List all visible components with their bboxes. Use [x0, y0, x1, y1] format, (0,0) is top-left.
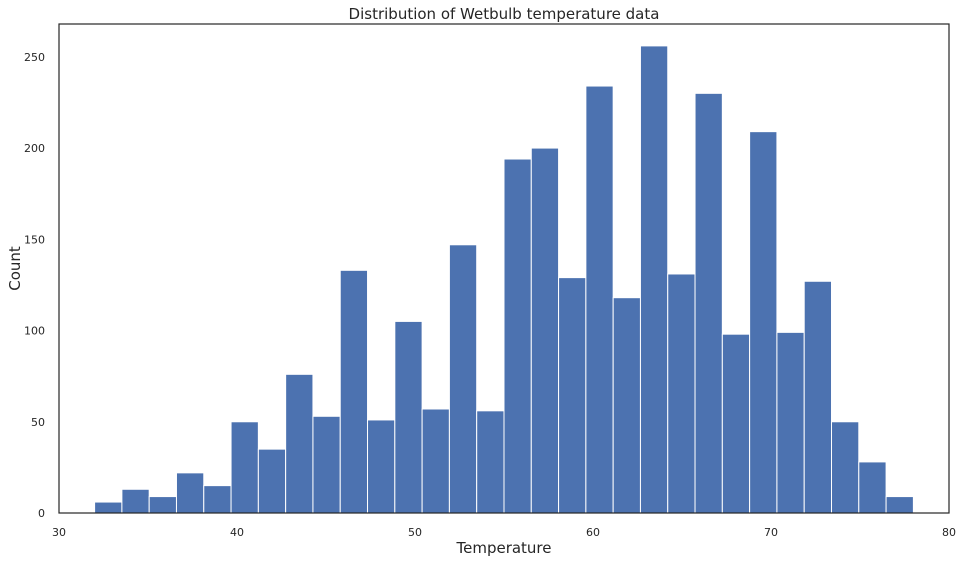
x-axis-label: Temperature — [455, 539, 551, 557]
histogram-bar — [257, 448, 287, 514]
histogram-bar — [121, 488, 150, 514]
y-axis-label: Count — [6, 246, 24, 291]
histogram-bar — [230, 421, 259, 514]
histogram-bar — [203, 485, 232, 514]
histogram-bar — [803, 280, 833, 514]
histogram-bar — [285, 373, 314, 514]
y-tick-label: 50 — [31, 416, 45, 429]
histogram-bar — [749, 131, 778, 514]
histogram-bar — [694, 92, 723, 514]
histogram-bar — [585, 85, 614, 514]
y-tick-label: 150 — [24, 233, 45, 246]
histogram-bar — [448, 244, 478, 514]
y-tick-label: 250 — [24, 51, 45, 64]
histogram-bar — [312, 415, 341, 514]
y-tick-label: 0 — [38, 507, 45, 520]
x-tick-label: 60 — [586, 526, 600, 539]
histogram-bar — [721, 333, 751, 514]
x-tick-label: 50 — [408, 526, 422, 539]
histogram-bar — [667, 273, 696, 514]
histogram-bar — [367, 419, 396, 514]
y-tick-label: 200 — [24, 142, 45, 155]
x-tick-label: 80 — [942, 526, 956, 539]
x-tick-label: 40 — [230, 526, 244, 539]
histogram-bar — [94, 501, 123, 514]
x-tick-label: 30 — [52, 526, 66, 539]
histogram-bar — [421, 408, 450, 514]
plot-frame — [58, 23, 950, 514]
histogram-bar — [885, 496, 914, 514]
y-tick-label: 100 — [24, 325, 45, 338]
histogram-bar — [858, 461, 887, 514]
histogram-bar — [394, 320, 423, 514]
histogram-bar — [175, 472, 205, 514]
histogram-bar — [503, 158, 532, 514]
histogram-bar — [476, 410, 505, 514]
chart-title: Distribution of Wetbulb temperature data — [349, 5, 660, 23]
histogram-bar — [558, 277, 587, 514]
histogram-bar — [776, 331, 805, 514]
histogram-bar — [339, 269, 369, 514]
y-axis-ticks: 0 50 100 150 200 250 — [24, 51, 45, 520]
histogram-bar — [639, 45, 669, 514]
x-tick-label: 70 — [764, 526, 778, 539]
x-axis-ticks: 30 40 50 60 70 80 — [52, 526, 956, 539]
histogram-bar — [831, 421, 860, 514]
histogram-bar — [530, 147, 560, 514]
histogram-bar — [148, 496, 177, 514]
bars-group — [94, 45, 914, 514]
histogram-bar — [612, 297, 641, 514]
